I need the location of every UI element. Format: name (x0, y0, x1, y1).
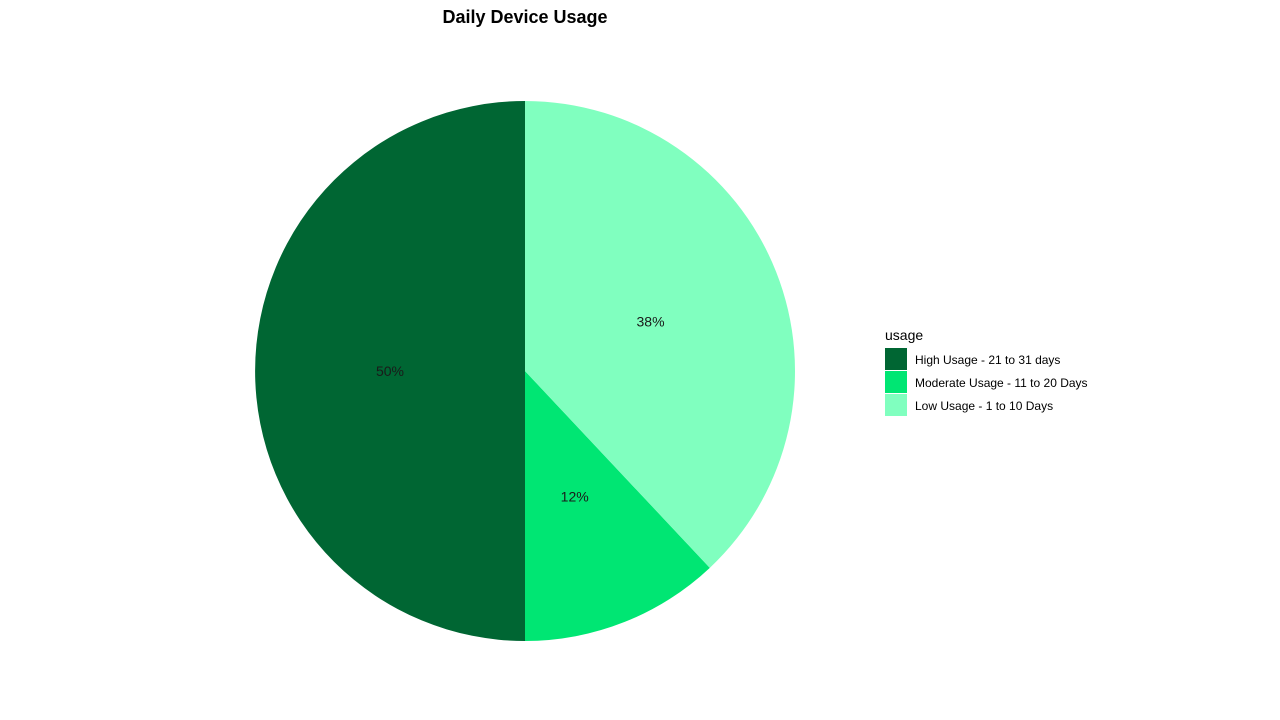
legend-label: Moderate Usage - 11 to 20 Days (915, 376, 1088, 390)
legend-swatch (885, 394, 907, 416)
pie-slices (255, 101, 795, 641)
legend: usage High Usage - 21 to 31 days Moderate… (885, 327, 1088, 416)
legend-label: High Usage - 21 to 31 days (915, 353, 1060, 367)
slice-percent-label: 50% (376, 363, 404, 379)
legend-swatch (885, 348, 907, 370)
legend-title: usage (885, 327, 923, 343)
pie-slice (525, 371, 710, 641)
legend-swatch (885, 371, 907, 393)
slice-percent-label: 12% (561, 489, 589, 505)
slice-percent-label: 38% (637, 313, 665, 329)
pie-slice-labels: 50% 12% 38% (376, 313, 665, 504)
legend-items: High Usage - 21 to 31 days Moderate Usage… (885, 348, 1088, 416)
pie-slice (255, 101, 525, 641)
pie-slice (525, 101, 795, 568)
chart-title: Daily Device Usage (442, 7, 607, 27)
legend-label: Low Usage - 1 to 10 Days (915, 399, 1053, 413)
